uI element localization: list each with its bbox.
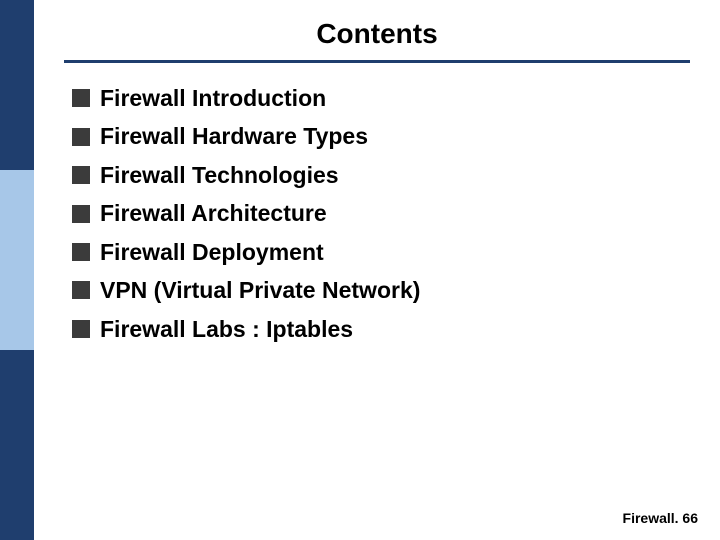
list-item-label: Firewall Introduction	[100, 85, 326, 111]
list-item-label: Firewall Deployment	[100, 239, 324, 265]
list-item: Firewall Labs : Iptables	[72, 316, 690, 342]
square-bullet-icon	[72, 243, 90, 261]
square-bullet-icon	[72, 320, 90, 338]
slide-title: Contents	[64, 18, 690, 60]
footer-page-label: Firewall. 66	[623, 510, 698, 526]
list-item: Firewall Deployment	[72, 239, 690, 265]
slide-body: Contents Firewall Introduction Firewall …	[34, 0, 720, 540]
contents-list: Firewall Introduction Firewall Hardware …	[64, 85, 690, 342]
list-item: VPN (Virtual Private Network)	[72, 277, 690, 303]
list-item-label: Firewall Technologies	[100, 162, 339, 188]
square-bullet-icon	[72, 128, 90, 146]
list-item: Firewall Technologies	[72, 162, 690, 188]
list-item-label: Firewall Architecture	[100, 200, 327, 226]
sidebar-segment-top	[0, 0, 34, 170]
square-bullet-icon	[72, 281, 90, 299]
list-item: Firewall Hardware Types	[72, 123, 690, 149]
list-item-label: Firewall Hardware Types	[100, 123, 368, 149]
sidebar-accent	[0, 0, 34, 540]
sidebar-segment-bot	[0, 350, 34, 540]
list-item: Firewall Introduction	[72, 85, 690, 111]
square-bullet-icon	[72, 89, 90, 107]
list-item-label: Firewall Labs : Iptables	[100, 316, 353, 342]
title-rule	[64, 60, 690, 63]
list-item-label: VPN (Virtual Private Network)	[100, 277, 420, 303]
square-bullet-icon	[72, 205, 90, 223]
square-bullet-icon	[72, 166, 90, 184]
list-item: Firewall Architecture	[72, 200, 690, 226]
sidebar-segment-mid	[0, 170, 34, 350]
